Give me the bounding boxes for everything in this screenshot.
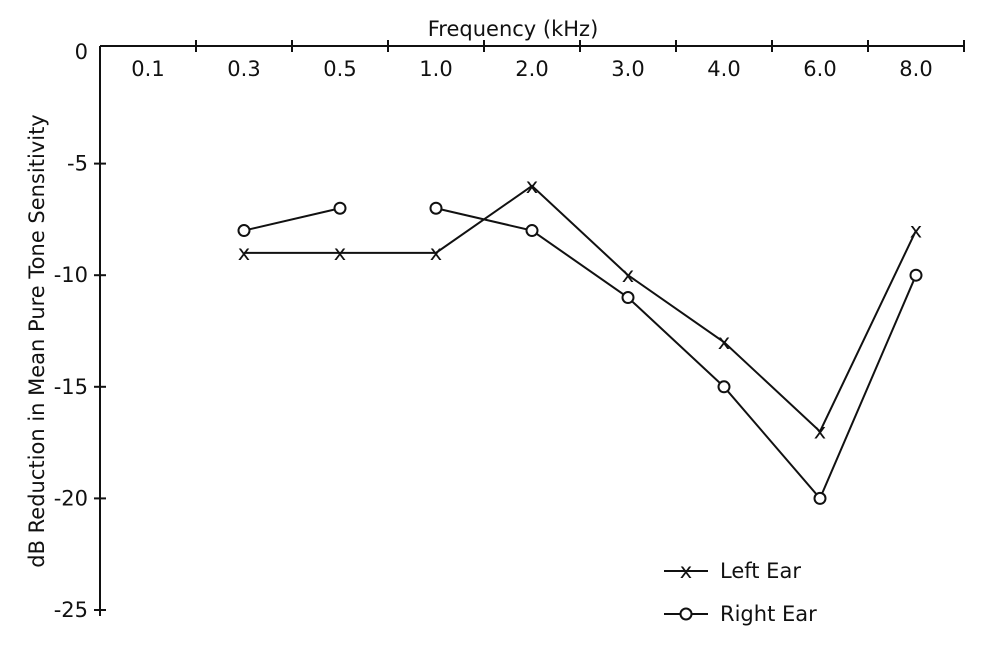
axes [99, 45, 965, 616]
y-tick-label: -15 [54, 375, 88, 399]
data-point-x: x [526, 174, 538, 198]
data-point-circle [621, 291, 635, 305]
y-tick-label: -5 [67, 152, 88, 176]
x-tick-label: 6.0 [803, 57, 836, 81]
data-point-x: x [334, 241, 346, 265]
data-point-circle [909, 268, 923, 282]
data-point-circle [333, 201, 347, 215]
series-layer: x x x x x x x x [237, 174, 923, 505]
legend-marker: x [680, 559, 692, 583]
series-right-ear [237, 201, 923, 505]
series-left-ear: x x x x x x x x [238, 174, 922, 444]
series-line [435, 207, 917, 501]
legend-label: Left Ear [720, 559, 801, 583]
y-tick-label: -10 [54, 263, 88, 287]
data-point-circle [429, 201, 443, 215]
legend-label: Right Ear [720, 602, 817, 626]
y-tick-label: -25 [54, 598, 88, 622]
data-point-circle [525, 224, 539, 238]
y-tick-label: -20 [54, 486, 88, 510]
data-point-circle [237, 224, 251, 238]
series-line [244, 184, 917, 434]
series-line [243, 207, 341, 232]
x-tick-label: 2.0 [515, 57, 548, 81]
data-point-x: x [430, 241, 442, 265]
data-point-circle [717, 380, 731, 394]
data-point-circle [813, 491, 827, 505]
y-axis-ticks: 0 -5 -10 -15 -20 -25 [54, 40, 106, 622]
legend-item: Right Ear [664, 602, 817, 626]
x-axis-title: Frequency (kHz) [428, 17, 599, 41]
legend: x Left Ear Right Ear [664, 559, 817, 626]
x-tick-label: 1.0 [419, 57, 452, 81]
x-tick-label: 0.1 [131, 57, 164, 81]
x-axis-ticks: 0.1 0.3 0.5 1.0 2.0 3.0 4.0 6.0 8.0 [131, 40, 965, 81]
y-tick-label: 0 [75, 40, 88, 64]
data-point-x: x [718, 330, 730, 354]
data-point-x: x [814, 419, 826, 443]
x-tick-label: 4.0 [707, 57, 740, 81]
data-point-x: x [622, 263, 634, 287]
x-tick-label: 3.0 [611, 57, 644, 81]
data-point-x: x [910, 219, 922, 243]
x-tick-label: 8.0 [899, 57, 932, 81]
x-tick-label: 0.3 [227, 57, 260, 81]
legend-marker [679, 607, 693, 621]
x-tick-label: 0.5 [323, 57, 356, 81]
y-axis-title: dB Reduction in Mean Pure Tone Sensitivi… [25, 114, 49, 568]
data-point-x: x [238, 241, 250, 265]
legend-item: x Left Ear [664, 559, 801, 583]
